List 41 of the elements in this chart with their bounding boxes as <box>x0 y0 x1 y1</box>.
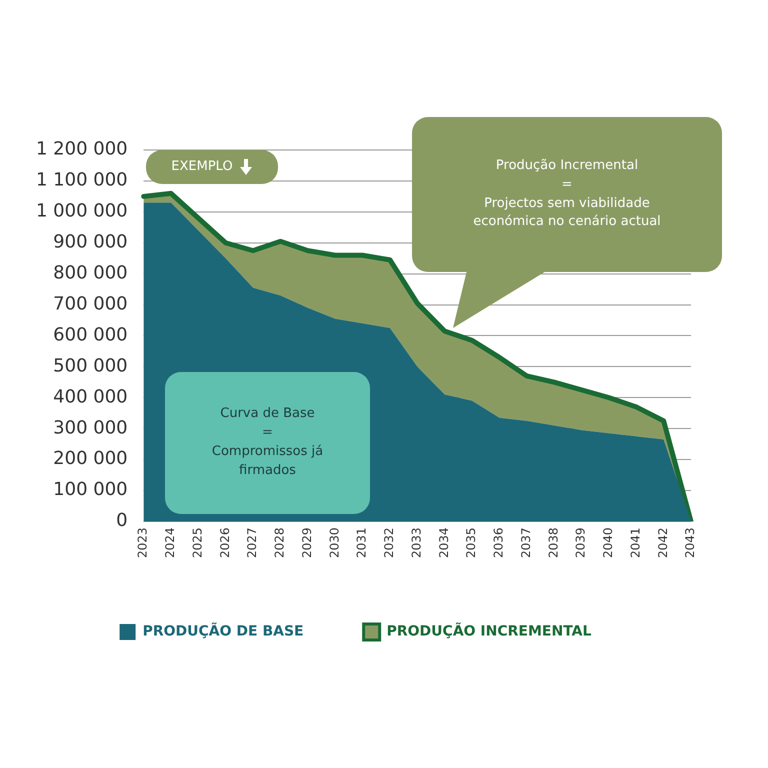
x-tick-label: 2032 <box>382 527 396 558</box>
y-tick-label: 1 200 000 <box>36 138 128 160</box>
x-tick-label: 2038 <box>546 527 560 558</box>
annotation: EXEMPLO <box>171 158 233 176</box>
annotation: Produção Incremental = Projectos sem viabilidade económica no cenário actual <box>472 156 662 232</box>
x-tick-label: 2030 <box>327 527 342 558</box>
x-tick-label: 2040 <box>601 527 616 558</box>
legend-label: PRODUÇÃO DE BASE <box>142 622 304 640</box>
x-tick-label: 2028 <box>272 527 287 558</box>
x-tick-label: 2029 <box>300 527 314 558</box>
y-tick-label: 400 000 <box>53 386 128 408</box>
x-tick-label: 2037 <box>518 527 533 558</box>
x-tick-label: 2042 <box>656 527 670 558</box>
y-tick-label: 700 000 <box>53 293 128 314</box>
y-tick-label: 100 000 <box>53 479 128 500</box>
legend-label: PRODUÇÃO INCREMENTAL <box>386 622 592 640</box>
x-tick-label: 2036 <box>492 527 506 558</box>
x-tick-label: 2033 <box>409 527 424 558</box>
y-tick-label: 0 <box>116 510 128 532</box>
y-tick-label: 500 000 <box>53 355 128 376</box>
y-tick-label: 800 000 <box>53 262 128 284</box>
x-tick-label: 2034 <box>436 527 451 558</box>
y-tick-label: 600 000 <box>53 324 128 346</box>
label-box: EXEMPLO <box>146 150 278 184</box>
y-tick-label: 200 000 <box>53 448 128 470</box>
y-tick-label: 1 100 000 <box>36 170 128 191</box>
y-tick-label: 1 000 000 <box>36 200 128 222</box>
y-tick-label: 300 000 <box>53 417 128 438</box>
x-tick-label: 2041 <box>628 527 642 558</box>
x-tick-label: 2043 <box>683 527 698 558</box>
x-tick-label: 2035 <box>464 527 478 558</box>
x-tick-label: 2031 <box>354 527 369 558</box>
x-tick-label: 2039 <box>574 527 588 558</box>
text-box: Curva de Base = Compromissos já firmados <box>165 372 370 514</box>
x-tick-label: 2026 <box>218 527 232 558</box>
x-tick-label: 2027 <box>245 527 260 558</box>
annotation: Curva de Base = Compromissos já firmados <box>210 405 324 480</box>
y-tick-label: 900 000 <box>53 232 128 253</box>
x-tick-label: 2023 <box>136 527 150 558</box>
x-tick-label: 2025 <box>190 527 204 558</box>
x-tick-label: 2024 <box>163 527 178 558</box>
